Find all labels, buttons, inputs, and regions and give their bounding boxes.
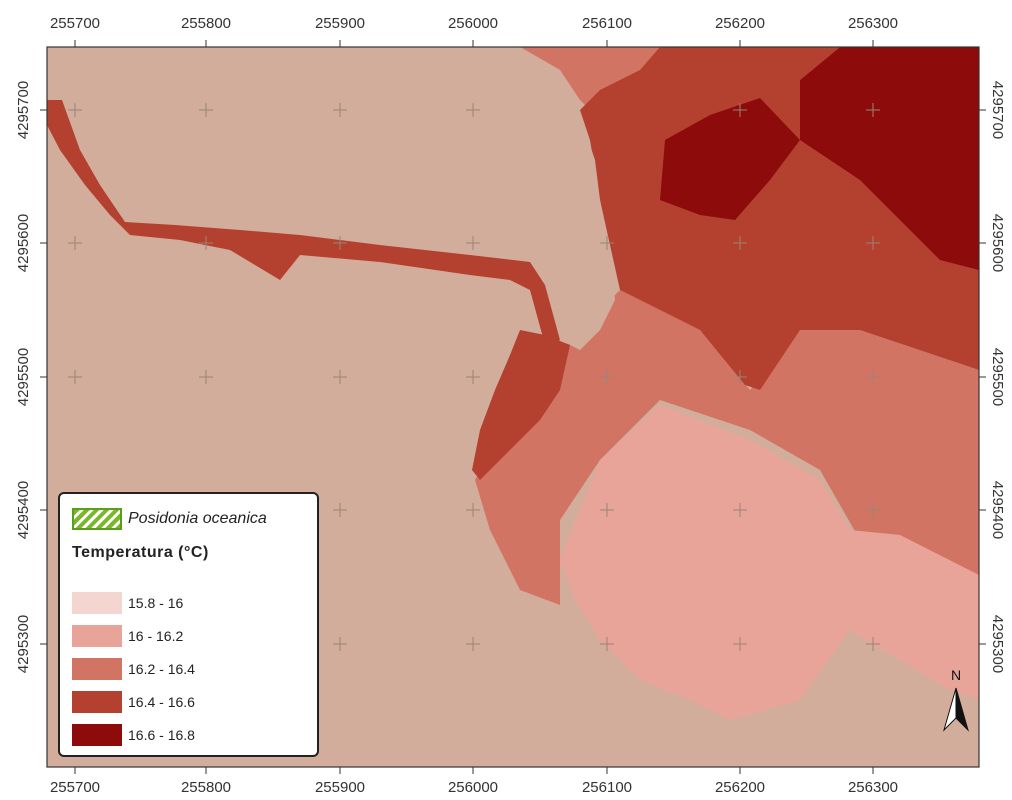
y-tick-right: 4295700 (989, 81, 1006, 139)
zone-16-2-16-4 (520, 47, 660, 120)
legend-label: 16 - 16.2 (128, 628, 184, 644)
legend-item: 16.2 - 16.4 (72, 658, 195, 680)
x-tick-top: 256200 (715, 15, 765, 32)
legend-item: 16.6 - 16.8 (72, 724, 195, 746)
x-tick-bottom: 256200 (715, 779, 765, 796)
axis-ticks (40, 40, 986, 774)
legend-item: 15.8 - 16 (72, 592, 183, 614)
zone-16-6-16-8-east (800, 47, 979, 270)
map-frame (46, 46, 980, 768)
x-tick-bottom: 256100 (582, 779, 632, 796)
posidonia-swatch (72, 508, 122, 530)
x-tick-bottom: 256000 (448, 779, 498, 796)
y-tick-right: 4295500 (989, 348, 1006, 406)
legend-item: 16.4 - 16.6 (72, 691, 195, 713)
land-mass (47, 47, 615, 350)
legend-label: 15.8 - 16 (128, 595, 184, 611)
x-axis-top: 255700 255800 255900 256000 256100 25620… (50, 15, 898, 32)
y-tick-left: 4295500 (15, 348, 32, 406)
y-tick-right: 4295400 (989, 481, 1006, 539)
x-tick-top: 256100 (582, 15, 632, 32)
y-tick-left: 4295400 (15, 481, 32, 539)
y-tick-left: 4295600 (15, 214, 32, 272)
x-tick-bottom: 256300 (848, 779, 898, 796)
legend-swatch (72, 625, 122, 647)
map-legend: Posidonia oceanica Temperatura (°C) 15.8… (58, 492, 319, 757)
x-tick-top: 255900 (315, 15, 365, 32)
y-axis-right: 4295700 4295600 4295500 4295400 4295300 (989, 81, 1006, 673)
x-tick-bottom: 255700 (50, 779, 100, 796)
x-tick-bottom: 255900 (315, 779, 365, 796)
legend-swatch (72, 658, 122, 680)
zone-16-6-16-8-west (660, 98, 800, 220)
x-tick-top: 255800 (181, 15, 231, 32)
legend-label: 16.4 - 16.6 (128, 694, 195, 710)
legend-item: 16 - 16.2 (72, 625, 183, 647)
x-tick-top: 255700 (50, 15, 100, 32)
x-tick-top: 256000 (448, 15, 498, 32)
zone-16-2-16-4-south (475, 290, 979, 605)
x-tick-top: 256300 (848, 15, 898, 32)
legend-swatch (72, 691, 122, 713)
graticule (68, 103, 880, 651)
legend-label: 16.2 - 16.4 (128, 661, 195, 677)
zone-16-16-2 (560, 405, 979, 720)
north-label: N (951, 667, 961, 683)
x-axis-bottom: 255700 255800 255900 256000 256100 25620… (50, 779, 898, 796)
y-axis-left: 4295700 4295600 4295500 4295400 4295300 (15, 81, 32, 673)
y-tick-left: 4295700 (15, 81, 32, 139)
inner-harbour (472, 330, 570, 480)
x-tick-bottom: 255800 (181, 779, 231, 796)
y-tick-right: 4295600 (989, 214, 1006, 272)
legend-title: Temperatura (°C) (72, 544, 209, 561)
legend-swatch (72, 592, 122, 614)
legend-posidonia-row: Posidonia oceanica (72, 508, 267, 530)
legend-label: 16.6 - 16.8 (128, 727, 195, 743)
y-tick-right: 4295300 (989, 615, 1006, 673)
y-tick-left: 4295300 (15, 615, 32, 673)
north-arrow-icon: N (942, 667, 970, 732)
posidonia-label: Posidonia oceanica (128, 510, 267, 527)
legend-swatch (72, 724, 122, 746)
